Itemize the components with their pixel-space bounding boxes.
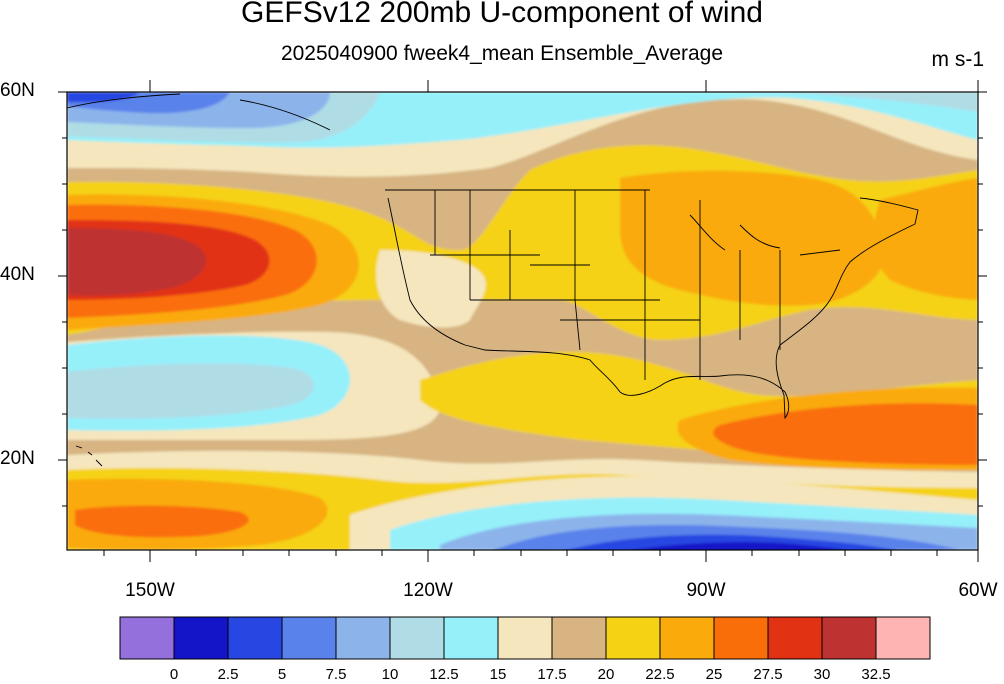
colorbar-label: 0 xyxy=(169,666,179,683)
colorbar-label: 27.5 xyxy=(753,666,783,683)
colorbar-swatch xyxy=(659,616,715,660)
colorbar xyxy=(119,616,931,660)
colorbar-swatch xyxy=(335,616,391,660)
colorbar-label: 20 xyxy=(597,666,615,683)
colorbar-swatch xyxy=(713,616,769,660)
colorbar-swatch xyxy=(173,616,229,660)
colorbar-label: 7.5 xyxy=(325,666,347,683)
colorbar-label: 22.5 xyxy=(645,666,675,683)
colorbar-swatch xyxy=(551,616,607,660)
colorbar-label: 17.5 xyxy=(537,666,567,683)
wind-contours xyxy=(67,92,978,550)
colorbar-swatch xyxy=(389,616,445,660)
colorbar-label: 5 xyxy=(277,666,287,683)
colorbar-swatch xyxy=(767,616,823,660)
colorbar-label: 12.5 xyxy=(429,666,459,683)
lon-label-120w: 120W xyxy=(403,580,453,601)
colorbar-swatch xyxy=(227,616,283,660)
lat-label-40n: 40N xyxy=(0,264,35,285)
lat-label-20n: 20N xyxy=(0,448,35,469)
colorbar-label: 32.5 xyxy=(861,666,891,683)
colorbar-label: 10 xyxy=(381,666,399,683)
units-label: m s-1 xyxy=(931,48,985,71)
colorbar-swatch xyxy=(875,616,931,660)
lon-label-90w: 90W xyxy=(686,580,726,601)
map-title: GEFSv12 200mb U-component of wind xyxy=(241,0,763,29)
lon-label-150w: 150W xyxy=(125,580,175,601)
axis-ticks xyxy=(58,80,987,562)
lat-label-60n: 60N xyxy=(0,80,35,101)
colorbar-label: 30 xyxy=(813,666,831,683)
colorbar-swatch xyxy=(443,616,499,660)
colorbar-label: 15 xyxy=(489,666,507,683)
colorbar-label: 2.5 xyxy=(217,666,239,683)
coastlines xyxy=(67,93,919,467)
lon-label-60w: 60W xyxy=(958,580,998,601)
colorbar-swatch xyxy=(281,616,337,660)
colorbar-label: 25 xyxy=(705,666,723,683)
colorbar-swatch xyxy=(497,616,553,660)
colorbar-swatch xyxy=(605,616,661,660)
colorbar-swatch xyxy=(821,616,877,660)
colorbar-swatch xyxy=(119,616,175,660)
map-subtitle: 2025040900 fweek4_mean Ensemble_Average xyxy=(280,42,724,65)
